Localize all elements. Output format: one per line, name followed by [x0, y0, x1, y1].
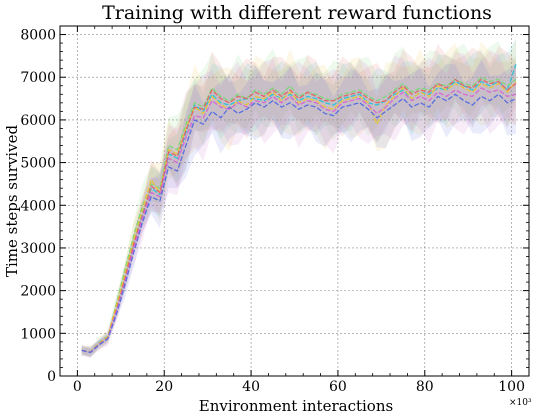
y-tick-label: 4000: [20, 198, 56, 214]
series-band: [81, 44, 516, 358]
x-tick-label: 0: [73, 379, 82, 395]
x-tick-label: 60: [329, 379, 347, 395]
y-axis-label: Time steps survived: [3, 125, 21, 277]
series-line: [81, 93, 517, 354]
y-axis: 0 1000 2000 3000 4000 5000 6000 7000 8000: [20, 25, 529, 385]
series-band: [81, 59, 516, 358]
x-axis-multiplier: ×10³: [509, 398, 532, 408]
y-tick-label: 6000: [20, 113, 56, 129]
x-tick-label: 40: [242, 379, 260, 395]
series-line: [81, 78, 517, 353]
plot-frame: [59, 25, 530, 377]
series-lines: [81, 64, 517, 354]
series-line: [81, 76, 517, 353]
y-tick-label: 2000: [20, 284, 56, 300]
y-tick-label: 7000: [20, 70, 56, 86]
x-axis-label: Environment interactions: [199, 397, 393, 415]
x-tick-label: 100: [498, 379, 525, 395]
series-line: [81, 87, 517, 353]
y-tick-label: 1000: [20, 326, 56, 342]
x-axis: 0 20 40 60 80 100: [73, 26, 530, 395]
y-tick-label: 5000: [20, 156, 56, 172]
series-line: [81, 81, 517, 353]
x-tick-label: 20: [155, 379, 173, 395]
x-tick-label: 80: [416, 379, 434, 395]
y-tick-label: 8000: [20, 28, 56, 44]
y-tick-label: 3000: [20, 241, 56, 257]
chart-title: Training with different reward functions: [102, 2, 492, 24]
y-tick-label: 0: [47, 369, 56, 385]
